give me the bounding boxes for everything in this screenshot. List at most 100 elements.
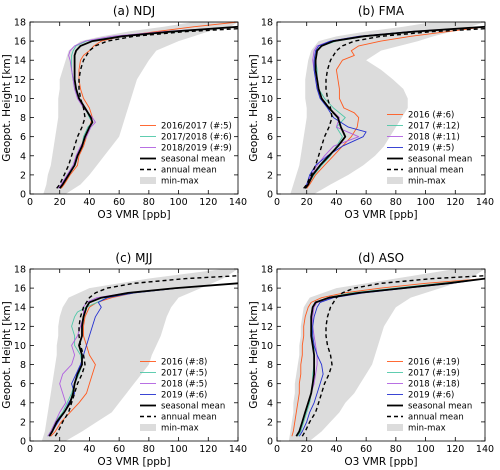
x-tick-label: 100 <box>170 197 188 208</box>
x-tick-label: 0 <box>27 197 33 208</box>
x-tick-label: 140 <box>229 197 247 208</box>
y-tick-label: 2 <box>20 417 26 428</box>
legend-item: 2019 (#:6) <box>140 391 207 401</box>
legend-item: 2016 (#:6) <box>387 111 454 121</box>
legend-item: min-max <box>140 424 199 434</box>
y-tick-label: 10 <box>261 341 273 352</box>
x-tick-label: 80 <box>390 444 402 455</box>
plot-area <box>43 22 238 194</box>
x-tick-label: 80 <box>143 197 155 208</box>
y-tick-label: 14 <box>14 56 26 67</box>
x-tick-label: 120 <box>446 197 464 208</box>
series-line-2 <box>47 282 238 437</box>
legend-item: annual mean <box>140 413 217 423</box>
series-line-4 <box>295 277 485 437</box>
y-tick-label: 10 <box>14 94 26 105</box>
series-line-4 <box>304 25 485 189</box>
legend-item: min-max <box>387 177 446 187</box>
chart-title: (c) MJJ <box>115 251 152 265</box>
x-tick-label: 140 <box>229 444 247 455</box>
legend-item: 2016 (#:19) <box>387 358 460 368</box>
x-tick-label: 20 <box>54 444 66 455</box>
y-axis-label: Geopot. Height [km] <box>248 54 260 161</box>
x-tick-label: 120 <box>199 197 217 208</box>
legend-label: seasonal mean <box>161 155 225 165</box>
axes-frame <box>29 268 239 442</box>
legend: 2016 (#:19)2017 (#:19)2018 (#:18)2019 (#… <box>387 358 472 434</box>
y-tick-label: 4 <box>20 151 26 162</box>
legend: 2016/2017 (#:5)2017/2018 (#:6)2018/2019 … <box>140 122 232 187</box>
chart-panel-0: 0 20 40 60 80 100 120 140 0 2 4 6 8 10 12 14 16 18 (a) NDJ… <box>1 4 247 221</box>
x-tick-label: 20 <box>301 197 313 208</box>
legend-label: 2017 (#:19) <box>408 369 460 379</box>
x-axis-label: O3 VMR [ppb] <box>97 456 170 468</box>
y-axis-label: Geopot. Height [km] <box>248 301 260 408</box>
y-tick-label: 2 <box>267 417 273 428</box>
series-line-4 <box>48 282 238 437</box>
x-tick-label: 140 <box>476 197 494 208</box>
y-tick-label: 12 <box>261 322 273 333</box>
legend-label: 2018 (#:11) <box>408 133 460 143</box>
y-tick-label: 2 <box>267 170 273 181</box>
x-tick-label: 40 <box>330 197 342 208</box>
y-tick-label: 12 <box>14 75 26 86</box>
legend-item: 2018/2019 (#:9) <box>140 144 232 154</box>
x-tick-label: 20 <box>301 444 313 455</box>
y-tick-label: 2 <box>20 170 26 181</box>
y-tick-label: 10 <box>14 341 26 352</box>
y-tick-label: 8 <box>267 113 273 124</box>
legend-label: min-max <box>408 177 446 187</box>
legend-label: 2018 (#:5) <box>161 380 207 390</box>
plot-area <box>290 22 485 194</box>
chart-panel-2: 0 20 40 60 80 100 120 140 0 2 4 6 8 10 12 14 16 18 (c) MJJ… <box>1 251 247 468</box>
legend: 2016 (#:6)2017 (#:12)2018 (#:11)2019 (#:… <box>387 111 472 187</box>
legend-label: annual mean <box>161 166 217 176</box>
x-tick-label: 40 <box>83 444 95 455</box>
legend-label: min-max <box>408 424 446 434</box>
legend-swatch <box>387 424 403 431</box>
legend-label: seasonal mean <box>408 402 472 412</box>
legend-label: 2016 (#:6) <box>408 111 454 121</box>
legend-label: min-max <box>161 177 199 187</box>
y-tick-label: 16 <box>261 284 273 295</box>
legend-label: 2017/2018 (#:6) <box>161 133 232 143</box>
series-line-0 <box>306 26 485 189</box>
y-tick-label: 16 <box>14 284 26 295</box>
y-tick-label: 12 <box>261 75 273 86</box>
x-tick-label: 120 <box>199 444 217 455</box>
x-axis-label: O3 VMR [ppb] <box>344 456 417 468</box>
legend: 2016 (#:8)2017 (#:5)2018 (#:5)2019 (#:6)… <box>140 358 225 434</box>
legend-item: 2016/2017 (#:5) <box>140 122 232 132</box>
y-axis-label: Geopot. Height [km] <box>1 54 13 161</box>
axes-frame <box>276 21 486 195</box>
y-tick-label: 18 <box>14 265 26 276</box>
min-max-band <box>41 269 238 441</box>
legend-item: 2019 (#:5) <box>387 144 454 154</box>
legend-item: annual mean <box>387 166 464 176</box>
chart-title: (d) ASO <box>358 251 404 265</box>
legend-label: 2016 (#:19) <box>408 358 460 368</box>
legend-label: seasonal mean <box>161 402 225 412</box>
x-tick-label: 60 <box>360 444 372 455</box>
chart-panel-1: 0 20 40 60 80 100 120 140 0 2 4 6 8 10 12 14 16 18 (b) FMA… <box>248 4 494 221</box>
x-axis-label: O3 VMR [ppb] <box>97 209 170 221</box>
legend-label: 2017 (#:5) <box>161 369 207 379</box>
legend-item: 2018 (#:5) <box>140 380 207 390</box>
y-tick-label: 16 <box>261 37 273 48</box>
x-tick-label: 100 <box>417 444 435 455</box>
legend-item: 2016 (#:8) <box>140 358 207 368</box>
plot-area <box>41 269 238 441</box>
series-line-0 <box>50 282 238 437</box>
series-line-4 <box>56 28 238 189</box>
legend-item: 2019 (#:6) <box>387 391 454 401</box>
y-tick-label: 0 <box>20 437 26 448</box>
legend-item: 2017/2018 (#:6) <box>140 133 232 143</box>
y-tick-label: 6 <box>20 132 26 143</box>
y-tick-label: 4 <box>267 398 273 409</box>
y-tick-label: 16 <box>14 37 26 48</box>
series-line-0 <box>291 278 485 437</box>
y-tick-label: 8 <box>267 360 273 371</box>
min-max-band <box>43 22 238 194</box>
y-tick-label: 14 <box>261 303 273 314</box>
